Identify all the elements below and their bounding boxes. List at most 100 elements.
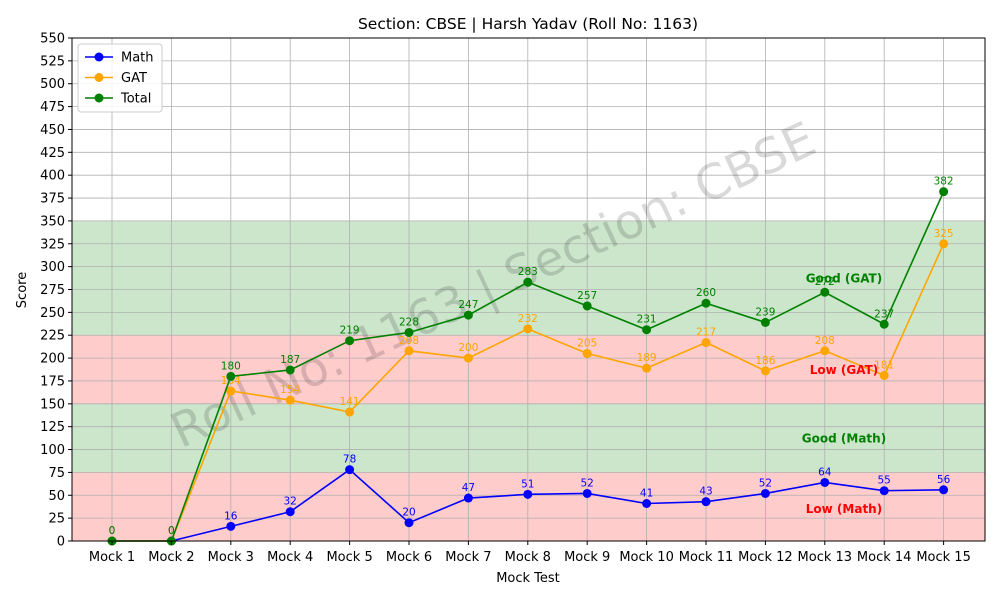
legend-label-math: Math — [121, 51, 154, 66]
y-tick-label: 125 — [40, 420, 65, 435]
math-point — [345, 465, 355, 475]
y-tick-label: 550 — [40, 32, 65, 47]
gat-point — [404, 346, 414, 356]
legend-label-gat: GAT — [121, 71, 147, 86]
total-point — [404, 327, 414, 337]
math-data-label: 32 — [284, 496, 297, 508]
band-label-2: Low (GAT) — [810, 363, 879, 377]
total-data-label: 180 — [221, 360, 241, 372]
x-tick-label: Mock 5 — [326, 550, 372, 565]
total-data-label: 283 — [518, 266, 538, 278]
gat-data-label: 325 — [934, 228, 954, 240]
math-data-label: 78 — [343, 454, 356, 466]
gat-data-label: 217 — [696, 327, 716, 339]
total-data-label: 231 — [637, 314, 657, 326]
x-tick-label: Mock 6 — [386, 550, 432, 565]
total-data-label: 247 — [458, 299, 478, 311]
total-data-label: 219 — [340, 325, 360, 337]
gat-point — [463, 353, 473, 363]
band-label-0: Low (Math) — [806, 502, 882, 516]
band-1 — [72, 403, 985, 473]
x-tick-label: Mock 8 — [505, 550, 551, 565]
x-tick-label: Mock 11 — [679, 550, 734, 565]
total-point — [701, 298, 711, 308]
gat-data-label: 181 — [874, 359, 894, 371]
y-axis-label: Score — [15, 272, 30, 308]
math-data-label: 16 — [224, 510, 238, 522]
x-tick-label: Mock 15 — [916, 550, 971, 565]
gat-point — [939, 239, 949, 249]
gat-point — [642, 363, 652, 373]
math-data-label: 43 — [699, 486, 712, 498]
legend: Math GAT Total — [77, 43, 163, 113]
y-tick-label: 450 — [40, 123, 65, 138]
gat-data-label: 154 — [280, 384, 300, 396]
x-tick-label: Mock 2 — [148, 550, 194, 565]
x-axis-label: Mock Test — [496, 571, 560, 586]
math-data-label: 0 — [168, 525, 175, 537]
math-data-label: 41 — [640, 488, 653, 500]
x-tick-label: Mock 14 — [857, 550, 912, 565]
math-point — [879, 486, 889, 496]
y-tick-label: 400 — [40, 169, 65, 184]
total-point — [226, 371, 236, 381]
total-point — [463, 310, 473, 320]
math-data-label: 47 — [462, 482, 475, 494]
math-point — [582, 488, 592, 498]
chart-title: Section: CBSE | Harsh Yadav (Roll No: 11… — [358, 15, 698, 33]
math-data-label: 64 — [818, 466, 832, 478]
gat-data-label: 0 — [168, 525, 175, 537]
math-data-label: 20 — [402, 507, 415, 519]
math-point — [760, 488, 770, 498]
math-point — [820, 477, 830, 487]
math-point — [404, 518, 414, 528]
x-tick-label: Mock 7 — [445, 550, 491, 565]
y-tick-label: 300 — [40, 260, 65, 275]
y-tick-label: 100 — [40, 443, 65, 458]
y-tick-label: 375 — [40, 192, 65, 207]
y-tick-label: 200 — [40, 352, 65, 367]
x-tick-label: Mock 13 — [798, 550, 853, 565]
gat-data-label: 208 — [399, 335, 419, 347]
y-tick-label: 350 — [40, 214, 65, 229]
gat-data-label: 186 — [755, 355, 775, 367]
y-tick-label: 325 — [40, 237, 65, 252]
gat-data-label: 189 — [637, 352, 657, 364]
band-label-1: Good (Math) — [802, 432, 886, 446]
gat-data-label: 0 — [109, 525, 116, 537]
total-point — [760, 317, 770, 327]
gat-data-label: 164 — [221, 375, 241, 387]
y-tick-label: 275 — [40, 283, 65, 298]
math-point — [939, 485, 949, 495]
math-data-label: 55 — [878, 475, 891, 487]
y-tick-label: 50 — [48, 489, 65, 504]
series-math: 0 0 16 32 78 20 47 51 52 41 43 52 64 55 56 — [107, 454, 951, 546]
x-tick-label: Mock 1 — [89, 550, 135, 565]
math-point — [642, 499, 652, 509]
legend-marker-gat — [94, 73, 104, 82]
total-data-label: 0 — [109, 525, 116, 537]
total-data-label: 0 — [168, 525, 175, 537]
math-data-label: 56 — [937, 474, 951, 486]
total-point — [820, 287, 830, 297]
y-tick-label: 525 — [40, 54, 65, 69]
total-data-label: 237 — [874, 308, 894, 320]
total-point — [582, 301, 592, 311]
gat-data-label: 232 — [518, 313, 538, 325]
gat-point — [701, 338, 711, 348]
total-data-label: 272 — [815, 276, 835, 288]
y-tick-label: 150 — [40, 397, 65, 412]
total-data-label: 228 — [399, 316, 419, 328]
gat-point — [820, 346, 830, 356]
x-tick-label: Mock 9 — [564, 550, 610, 565]
total-point — [879, 319, 889, 329]
y-tick-label: 0 — [57, 535, 65, 550]
total-data-label: 239 — [755, 306, 775, 318]
gat-point — [345, 407, 355, 417]
gat-point — [760, 366, 770, 376]
math-data-label: 52 — [581, 477, 594, 489]
gat-data-label: 205 — [577, 338, 597, 350]
x-tick-label: Mock 10 — [619, 550, 674, 565]
legend-marker-total — [94, 93, 104, 103]
